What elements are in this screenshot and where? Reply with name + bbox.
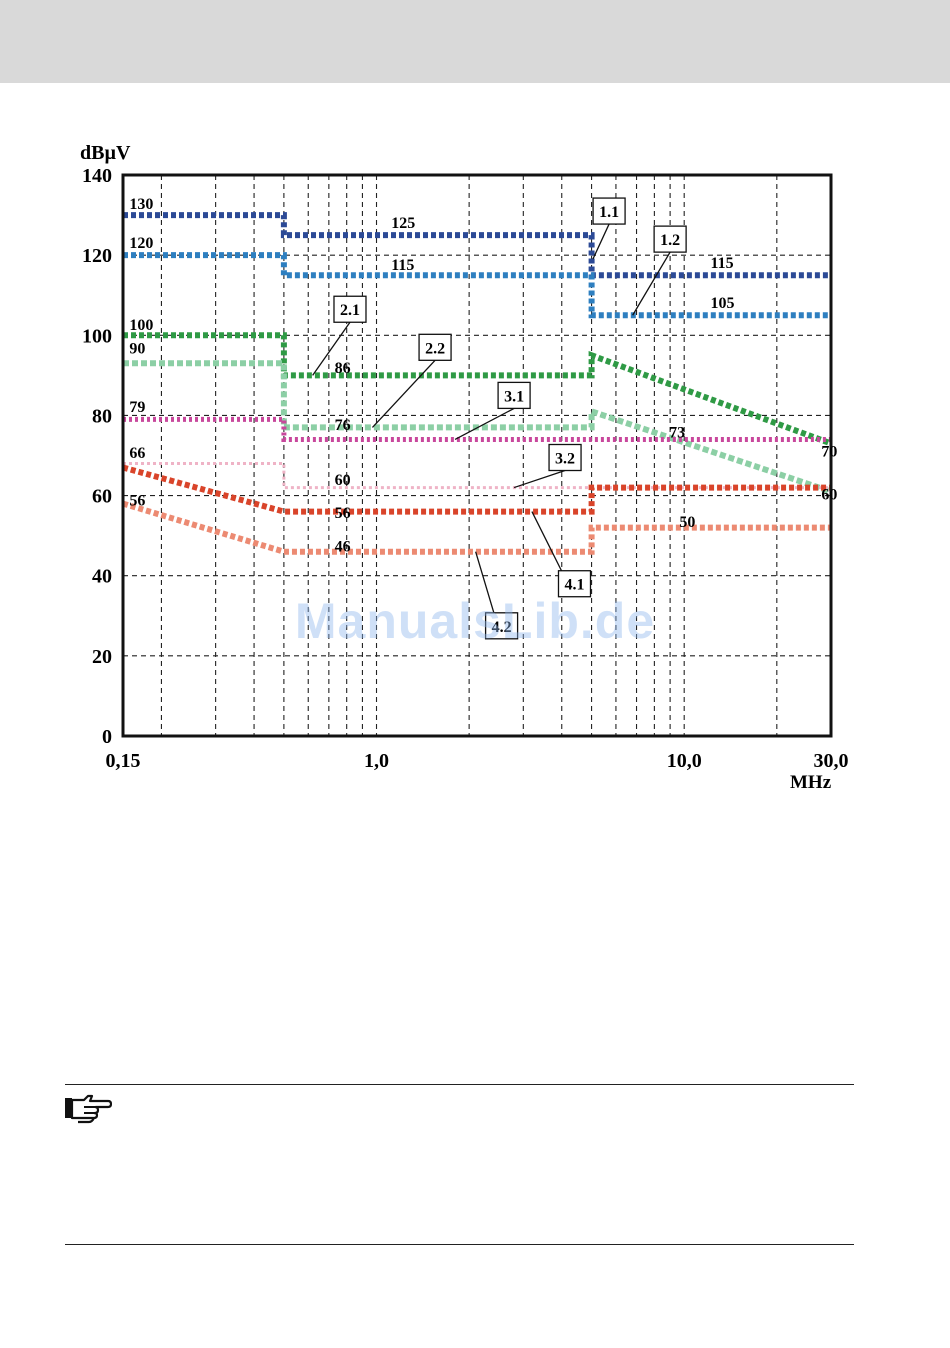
- y-tick-label: 20: [92, 646, 112, 668]
- callout-box: [557, 570, 592, 598]
- callout-label: 2.2: [425, 340, 445, 357]
- callout-box: [592, 197, 626, 225]
- callout-box: [548, 443, 582, 472]
- x-axis-label: MHz: [790, 772, 832, 793]
- callout-leader: [371, 359, 436, 428]
- value-label: 90: [129, 340, 145, 357]
- callout-label: 4.2: [492, 619, 512, 636]
- chart-labels: 0 20 40 60 80 100 120 140 0,15 1,0 10,0 30,0 130 120 1…: [82, 165, 849, 772]
- chart-series: [122, 212, 833, 555]
- callout-label: 1.1: [599, 204, 619, 221]
- value-label: 56: [129, 493, 145, 510]
- value-label: 76: [335, 417, 351, 434]
- y-tick-label: 80: [92, 405, 112, 427]
- y-tick-label: 100: [82, 325, 112, 347]
- value-label: 60: [335, 472, 351, 489]
- value-label: 125: [391, 215, 415, 232]
- callout-box: [333, 295, 367, 323]
- y-tick-label: 40: [92, 566, 112, 588]
- value-label: 60: [821, 487, 837, 504]
- value-label: 115: [391, 257, 414, 274]
- callout-label: 3.1: [504, 388, 524, 405]
- value-label: 66: [129, 445, 145, 462]
- callout-box: [418, 333, 452, 361]
- series-line-3.2: [123, 462, 831, 490]
- series-line-4.2: [122, 500, 831, 555]
- callout-label: 1.2: [660, 232, 680, 249]
- callout-leader: [454, 407, 515, 441]
- chart-frame: [121, 173, 833, 738]
- y-tick-label: 0: [102, 726, 112, 748]
- callout-label: 3.2: [555, 451, 575, 468]
- value-label: 79: [129, 399, 145, 416]
- x-tick-label: 1,0: [364, 750, 389, 772]
- callout-label: 4.1: [564, 577, 584, 594]
- plot-frame: [121, 173, 833, 738]
- callout-box: [484, 612, 519, 640]
- value-label: 105: [711, 295, 735, 312]
- watermark-text: ManualsLib.de: [294, 593, 656, 649]
- pointing-hand-icon: [65, 1094, 112, 1124]
- callout-box: [653, 225, 687, 253]
- callout-leader: [312, 321, 351, 376]
- chart-callouts: 1.1 1.2 2.1 2.2 3.1 3.2 4.1 4.2: [312, 197, 687, 640]
- value-label: 50: [679, 514, 695, 531]
- series-line-1.1: [123, 212, 831, 279]
- value-label: 115: [711, 255, 734, 272]
- page-header-band: [0, 0, 950, 83]
- callout-leader: [632, 251, 671, 316]
- x-tick-label: 0,15: [106, 750, 141, 772]
- series-line-2.1: [123, 332, 833, 447]
- y-tick-label: 60: [92, 486, 112, 508]
- callout-leader: [513, 469, 566, 489]
- y-axis-label: dBµV: [80, 142, 131, 164]
- value-label: 130: [129, 196, 153, 213]
- series-line-4.1: [122, 464, 831, 515]
- x-tick-label: 30,0: [814, 750, 849, 772]
- note-bottom-rule: [65, 1244, 854, 1245]
- value-label: 73: [669, 424, 685, 441]
- value-label: 100: [129, 317, 153, 334]
- series-line-1.2: [123, 252, 831, 319]
- callout-label: 2.1: [340, 302, 360, 319]
- y-tick-label: 140: [82, 165, 112, 187]
- value-label: 70: [821, 444, 837, 461]
- callout-leader: [592, 223, 610, 260]
- value-label: 46: [335, 539, 351, 556]
- value-label: 56: [335, 505, 351, 522]
- series-line-2.2: [123, 360, 832, 495]
- note-top-rule: [65, 1084, 854, 1085]
- value-label: 86: [335, 360, 351, 377]
- callout-box: [497, 381, 531, 410]
- series-line-3.1: [123, 416, 831, 442]
- y-tick-label: 120: [82, 245, 112, 267]
- x-tick-label: 10,0: [667, 750, 702, 772]
- value-label: 120: [129, 235, 153, 252]
